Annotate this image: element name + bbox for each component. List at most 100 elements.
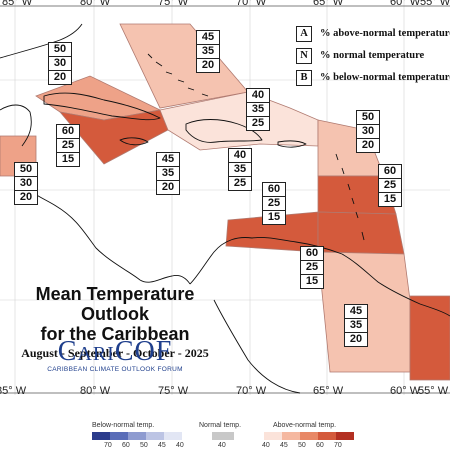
lon-label-65w-top: 65° W	[313, 0, 344, 8]
region-trinidad-guyana	[317, 211, 405, 255]
prob-above: 50	[15, 163, 37, 177]
prob-normal: 25	[263, 197, 285, 211]
coastlines	[0, 23, 450, 394]
caricof-logo: CariCOF CARIBBEAN CLIMATE OUTLOOK FORUM	[30, 336, 200, 374]
tick-above-40: 40	[262, 442, 270, 449]
lon-label-70w-bottom: 70° W	[236, 385, 267, 397]
forecast-period: August - September - October - 2025	[21, 346, 209, 360]
prob-box-caribbean-central: 60 25 15	[262, 182, 286, 225]
prob-normal: 30	[357, 125, 379, 139]
prob-normal: 35	[157, 167, 179, 181]
prob-normal: 25	[379, 179, 401, 193]
logo-subtitle: CARIBBEAN CLIMATE OUTLOOK FORUM	[47, 366, 183, 373]
coast-venezuela-east	[341, 253, 450, 317]
prob-below: 20	[19, 191, 33, 203]
colorbar-above-label: Above-normal temp.	[273, 422, 337, 429]
prob-box-western-cuba: 50 30 20	[48, 42, 72, 85]
colorbar-normal-label: Normal temp.	[199, 422, 242, 429]
tick-below-50: 50	[140, 442, 148, 449]
tick-above-60: 60	[316, 442, 324, 449]
prob-above: 60	[57, 125, 79, 139]
swatch-below-50	[128, 432, 146, 440]
prob-below: 20	[53, 71, 67, 83]
coast-yucatan	[0, 104, 32, 147]
lon-label-55w-bottom: 55° W	[418, 385, 449, 397]
legend-text-above: % above-normal temperature	[320, 28, 450, 39]
swatch-below-40	[164, 432, 182, 440]
prob-below: 25	[233, 177, 247, 189]
prob-above: 45	[157, 153, 179, 167]
swatch-below-45	[146, 432, 164, 440]
lon-label-75w-bottom: 75° W	[158, 385, 189, 397]
lon-label-60w-bottom: 60° W	[390, 385, 421, 397]
prob-above: 50	[49, 43, 71, 57]
coast-florida-gulf	[0, 23, 83, 59]
lon-label-80w-top: 80° W	[80, 0, 111, 8]
prob-above: 45	[197, 31, 219, 45]
legend-row-normal: N % normal temperature	[296, 46, 450, 65]
legend-row-below: B % below-normal temperature	[296, 68, 450, 87]
lon-label-80w-bottom: 80° W	[80, 385, 111, 397]
coast-panama	[139, 275, 191, 285]
swatch-below-70	[92, 432, 110, 440]
tick-below-70: 70	[104, 442, 112, 449]
prob-box-windwards: 60 25 15	[378, 164, 402, 207]
prob-below: 20	[161, 181, 175, 193]
prob-normal: 35	[345, 319, 367, 333]
coast-lesser-antilles	[335, 153, 365, 241]
prob-normal: 30	[49, 57, 71, 71]
swatch-above-40	[264, 432, 282, 440]
prob-above: 50	[357, 111, 379, 125]
prob-below: 25	[251, 117, 265, 129]
lon-label-65w-bottom: 65° W	[313, 385, 344, 397]
prob-above: 45	[345, 305, 367, 319]
coast-central-america	[23, 175, 141, 281]
prob-box-belize: 50 30 20	[14, 162, 38, 205]
tick-above-45: 45	[280, 442, 288, 449]
prob-box-cuba-jamaica: 60 25 15	[56, 124, 80, 167]
tick-below-40: 40	[176, 442, 184, 449]
legend-letter-a: A	[296, 25, 312, 42]
tick-normal-40: 40	[218, 442, 226, 449]
prob-normal: 35	[247, 103, 269, 117]
tick-above-50: 50	[298, 442, 306, 449]
coast-venezuela	[251, 237, 343, 255]
prob-normal: 35	[197, 45, 219, 59]
colorbar-below-label: Below-normal temp.	[92, 422, 155, 429]
legend-letter-b: B	[296, 69, 312, 86]
tick-below-60: 60	[122, 442, 130, 449]
prob-above: 40	[247, 89, 269, 103]
lon-label-85w-top: 85° W	[2, 0, 33, 8]
prob-box-trinidad: 60 25 15	[300, 246, 324, 289]
prob-below: 20	[201, 59, 215, 71]
prob-below: 20	[361, 139, 375, 151]
map-title: Mean Temperature Outlook	[35, 284, 195, 324]
region-bahamas	[119, 23, 249, 109]
prob-above: 40	[229, 149, 251, 163]
tick-below-45: 45	[158, 442, 166, 449]
prob-below: 15	[267, 211, 281, 223]
legend-row-above: A % above-normal temperature	[296, 24, 450, 43]
prob-normal: 35	[229, 163, 251, 177]
prob-box-hispaniola-south: 40 35 25	[228, 148, 252, 191]
swatch-above-45	[282, 432, 300, 440]
coast-south-america-inland	[213, 299, 301, 394]
prob-above: 60	[379, 165, 401, 179]
region-suriname	[409, 295, 450, 381]
prob-box-leewards: 50 30 20	[356, 110, 380, 153]
coast-puerto-rico	[277, 140, 307, 148]
lon-label-70w-top: 70° W	[236, 0, 267, 8]
coast-colombia	[189, 237, 253, 285]
prob-box-jamaica: 45 35 20	[156, 152, 180, 195]
logo-wordmark: CariCOF	[57, 336, 173, 367]
legend-text-below: % below-normal temperature	[320, 72, 450, 83]
prob-box-hispaniola-north: 40 35 25	[246, 88, 270, 131]
map-title-block: Mean Temperature Outlook for the Caribbe…	[0, 284, 230, 361]
swatch-normal-40	[212, 432, 234, 440]
tick-above-70: 70	[334, 442, 342, 449]
prob-below: 15	[305, 275, 319, 287]
legend-letter-n: N	[296, 47, 312, 64]
coast-jamaica	[119, 137, 149, 146]
swatch-above-70	[336, 432, 354, 440]
